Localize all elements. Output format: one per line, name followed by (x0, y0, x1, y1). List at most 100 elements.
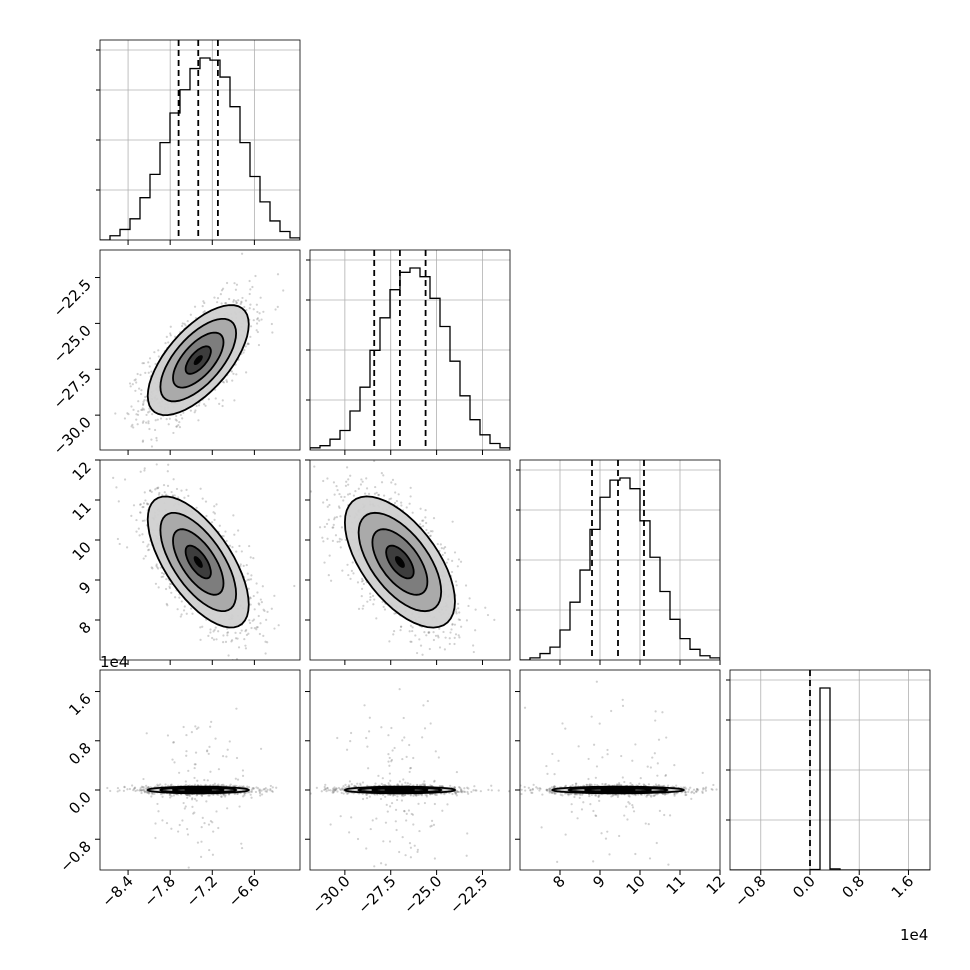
scatter-point (209, 628, 212, 631)
scatter-point (369, 592, 372, 595)
scatter-point (193, 797, 197, 801)
scatter-point (189, 409, 192, 412)
scatter-point (361, 579, 365, 582)
scatter-point (354, 489, 357, 493)
scatter-point (214, 397, 217, 400)
scatter-point (451, 623, 454, 626)
panel-frame (99, 39, 301, 241)
scatter-point (229, 783, 232, 786)
scatter-point (150, 795, 153, 798)
scatter-point (313, 465, 316, 468)
histogram-p1 (310, 267, 510, 450)
scatter-point (147, 420, 150, 423)
scatter-point (142, 420, 145, 423)
scatter-point (448, 637, 451, 640)
scatter-point (428, 631, 431, 634)
scatter-point (167, 341, 170, 344)
scatter-point (171, 758, 174, 761)
scatter-point (418, 638, 421, 641)
scatter-point (253, 608, 256, 611)
scatter-point (439, 543, 442, 546)
scatter-point (248, 279, 251, 283)
scatter-point (345, 480, 348, 483)
density-contour-2 (172, 528, 225, 596)
scatter-point (184, 805, 187, 808)
scatter-point (142, 786, 145, 789)
scatter-point (142, 402, 145, 405)
scatter-point (216, 301, 219, 304)
scatter-point (186, 827, 189, 831)
scatter-point (201, 625, 204, 628)
scatter-point (141, 439, 145, 442)
scatter-point (357, 487, 360, 490)
scatter-point (159, 417, 163, 420)
scatter-point (146, 545, 149, 548)
scatter-point (230, 640, 233, 643)
scatter-point (174, 418, 177, 421)
scatter-point (189, 607, 193, 610)
scatter-point (165, 578, 168, 581)
scatter-point (248, 292, 251, 296)
scatter-point (240, 301, 243, 304)
scatter-point (178, 596, 181, 599)
scatter-point (338, 537, 341, 540)
scatter-point (150, 566, 153, 569)
scatter-point (123, 786, 126, 789)
scatter-point (175, 425, 178, 428)
scatter-point (132, 789, 135, 792)
scatter-point (440, 547, 443, 550)
scatter-point (112, 466, 114, 468)
scatter-point (157, 586, 160, 589)
scatter-point (432, 638, 435, 642)
scatter-point (431, 530, 434, 533)
scatter-point (409, 495, 412, 498)
scatter-point (191, 797, 194, 800)
scatter-point (209, 770, 212, 773)
scatter-point (217, 783, 220, 786)
scatter-point (360, 577, 364, 580)
scatter-point (382, 494, 386, 497)
scatter-point (230, 639, 234, 642)
scatter-point (244, 630, 247, 633)
scatter-point (179, 615, 182, 618)
scatter-point (251, 285, 254, 289)
scatter-point (176, 608, 179, 611)
scatter-point (474, 629, 477, 632)
scatter-point (245, 628, 248, 632)
scatter-point (270, 607, 273, 610)
scatter-point (156, 785, 159, 788)
scatter-point (260, 318, 263, 321)
scatter-point (428, 679, 430, 681)
scatter-point (338, 492, 341, 496)
scatter-point (455, 612, 458, 615)
scatter-point (411, 626, 414, 629)
scatter-point (254, 274, 257, 278)
scatter-point (143, 519, 146, 522)
scatter-point (451, 622, 454, 626)
scatter-point (169, 332, 172, 335)
scatter-point (415, 651, 419, 655)
scatter-point (209, 819, 213, 823)
scatter-point (208, 794, 211, 797)
scatter-point (125, 546, 129, 549)
panel-frame (99, 459, 301, 661)
scatter-point (346, 563, 349, 566)
scatter-point (438, 646, 442, 649)
scatter-point (425, 521, 428, 525)
scatter-point (419, 644, 423, 647)
scatter-point (343, 495, 346, 499)
scatter-point (186, 833, 190, 836)
density-contour-1 (159, 318, 238, 403)
scatter-point (201, 816, 204, 820)
scatter-point (261, 585, 264, 588)
scatter-point (325, 498, 329, 501)
scatter-point (445, 561, 448, 564)
scatter-point (331, 526, 334, 529)
scatter-point (220, 784, 223, 787)
scatter-point (263, 609, 266, 612)
scatter-point (193, 763, 196, 766)
scatter-point (201, 304, 204, 308)
scatter-point (429, 530, 432, 533)
scatter-point (191, 805, 194, 808)
scatter-point (213, 628, 216, 631)
